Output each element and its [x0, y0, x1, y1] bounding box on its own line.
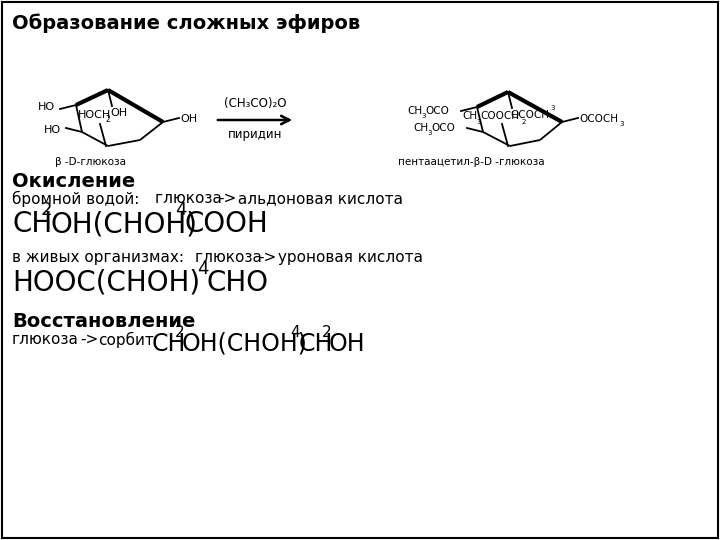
Text: 2: 2 — [175, 325, 184, 340]
Text: альдоновая кислота: альдоновая кислота — [233, 191, 403, 206]
Text: OCO: OCO — [431, 123, 455, 133]
Text: CH: CH — [413, 123, 428, 133]
Text: пентаацетил-β-D -глюкоза: пентаацетил-β-D -глюкоза — [398, 157, 544, 167]
Text: COOH: COOH — [184, 210, 268, 238]
Text: 3: 3 — [550, 105, 554, 111]
Text: в живых организмах:: в живых организмах: — [12, 250, 184, 265]
Text: OH(CHOH): OH(CHOH) — [50, 210, 197, 238]
Text: OH(CHOH): OH(CHOH) — [182, 332, 308, 356]
Text: 4: 4 — [175, 201, 186, 219]
Text: OCOCH: OCOCH — [579, 114, 618, 124]
Text: 3: 3 — [476, 119, 480, 125]
Text: 2: 2 — [322, 325, 332, 340]
Text: глюкоза: глюкоза — [155, 191, 227, 206]
Text: β -D-глюкоза: β -D-глюкоза — [55, 157, 126, 167]
Text: Окисление: Окисление — [12, 172, 135, 191]
Text: CH: CH — [12, 210, 53, 238]
Text: CH: CH — [407, 106, 422, 116]
Text: пиридин: пиридин — [228, 128, 282, 141]
Text: сорбит: сорбит — [98, 332, 154, 348]
Text: ->: -> — [258, 250, 276, 265]
Text: 3: 3 — [421, 113, 426, 119]
Text: глюкоза: глюкоза — [12, 332, 79, 347]
Text: ->: -> — [218, 191, 236, 206]
Text: (CH₃CO)₂O: (CH₃CO)₂O — [224, 97, 287, 110]
Text: уроновая кислота: уроновая кислота — [273, 250, 423, 265]
Text: HO: HO — [38, 102, 55, 112]
Text: CH: CH — [299, 332, 333, 356]
Text: HOOC(CHOH): HOOC(CHOH) — [12, 269, 200, 297]
Text: COOCH: COOCH — [480, 111, 519, 121]
Text: OH: OH — [110, 108, 127, 118]
Text: 4: 4 — [290, 325, 300, 340]
Text: Образование сложных эфиров: Образование сложных эфиров — [12, 13, 360, 32]
Text: 2: 2 — [106, 115, 111, 124]
Text: CHO: CHO — [206, 269, 268, 297]
Text: ->: -> — [80, 332, 98, 347]
Text: 4: 4 — [197, 260, 209, 278]
Text: OCOCH: OCOCH — [510, 110, 549, 120]
Text: OCO: OCO — [425, 106, 449, 116]
Text: OH: OH — [180, 114, 197, 124]
Text: 3: 3 — [427, 130, 431, 136]
Text: Восстановление: Восстановление — [12, 312, 195, 331]
Text: CH: CH — [462, 111, 477, 121]
Text: CH: CH — [152, 332, 186, 356]
Text: 2: 2 — [41, 201, 53, 219]
Text: 2: 2 — [522, 119, 526, 125]
Text: 3: 3 — [619, 121, 624, 127]
Text: HOCH: HOCH — [78, 110, 112, 120]
Text: OH: OH — [329, 332, 366, 356]
Text: глюкоза: глюкоза — [195, 250, 266, 265]
Text: бромной водой:: бромной водой: — [12, 191, 140, 207]
Text: HO: HO — [44, 125, 61, 135]
